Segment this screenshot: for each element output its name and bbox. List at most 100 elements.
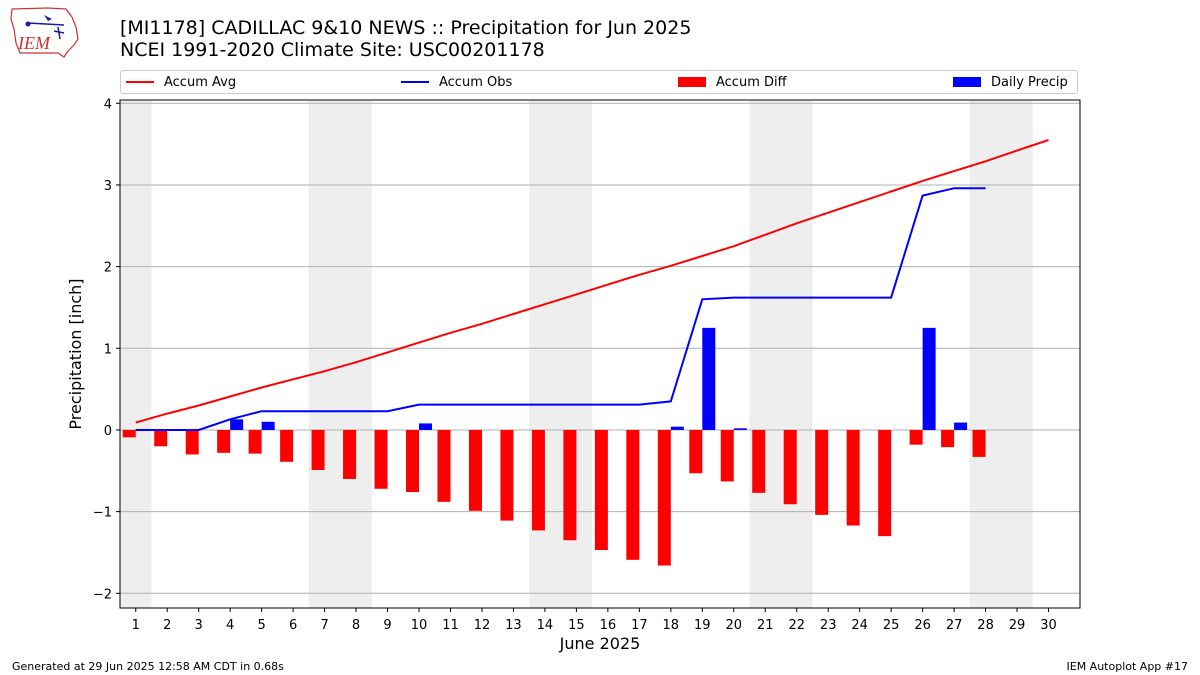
daily-bar-27 (954, 422, 968, 430)
diff-bar-11 (437, 429, 451, 502)
legend-swatch-daily-precip (953, 77, 981, 87)
legend-label-accum-avg: Accum Avg (164, 74, 237, 90)
series-line-accum-avg (135, 139, 1049, 424)
diff-bar-8 (343, 429, 357, 479)
legend-item-daily-precip: Daily Precip (953, 71, 1068, 93)
daily-bar-26 (922, 327, 936, 430)
diff-bar-14 (531, 429, 545, 531)
legend-item-accum-avg: Accum Avg (126, 71, 236, 93)
diff-bar-21 (752, 429, 766, 493)
diff-bar-18 (657, 429, 671, 566)
xtick-label-18: 18 (663, 618, 680, 633)
diff-bar-6 (280, 429, 294, 462)
diff-bar-7 (311, 429, 325, 470)
weekend-band-4 (969, 100, 1033, 608)
daily-bar-18 (670, 426, 684, 430)
legend: Accum Avg Accum Obs Accum Diff Daily Pre… (120, 70, 1078, 94)
xtick-label-22: 22 (788, 618, 805, 633)
weekend-band-2 (529, 100, 593, 608)
diff-bar-1 (122, 429, 136, 438)
weekend-band-0 (120, 100, 152, 608)
xtick-label-4: 4 (226, 618, 234, 633)
y-axis-label: Precipitation [inch] (66, 278, 85, 429)
legend-swatch-accum-avg (126, 81, 154, 83)
title-line-2: NCEI 1991-2020 Climate Site: USC00201178 (120, 39, 545, 61)
xtick-label-7: 7 (320, 618, 328, 633)
ytick-label-5: 3 (104, 179, 112, 194)
xtick-label-16: 16 (600, 618, 617, 633)
xtick-label-20: 20 (725, 618, 742, 633)
iem-logo: IEM (10, 7, 79, 58)
xtick-label-9: 9 (383, 618, 391, 633)
xtick-label-5: 5 (257, 618, 265, 633)
diff-bar-12 (468, 429, 482, 511)
xtick-label-1: 1 (132, 618, 140, 633)
diff-bar-5 (248, 429, 262, 454)
diff-bar-28 (972, 429, 986, 457)
xtick-label-17: 17 (631, 618, 648, 633)
diff-bar-26 (909, 429, 923, 445)
title-line-1: [MI1178] CADILLAC 9&10 NEWS :: Precipita… (120, 17, 692, 39)
chart-title: [MI1178] CADILLAC 9&10 NEWS :: Precipita… (120, 17, 691, 61)
xtick-label-28: 28 (977, 618, 994, 633)
diff-bar-22 (783, 429, 797, 505)
diff-bar-20 (720, 429, 734, 482)
ytick-label-6: 4 (104, 97, 112, 112)
legend-label-accum-obs: Accum Obs (439, 74, 513, 90)
daily-bar-19 (702, 327, 716, 430)
legend-label-accum-diff: Accum Diff (716, 74, 787, 90)
diff-bar-13 (500, 429, 514, 521)
diff-bar-27 (941, 429, 955, 448)
xtick-label-12: 12 (474, 618, 491, 633)
legend-item-accum-diff: Accum Diff (678, 71, 787, 93)
diff-bar-15 (563, 429, 577, 541)
xtick-label-10: 10 (411, 618, 428, 633)
plot-frame (119, 99, 1081, 609)
legend-label-daily-precip: Daily Precip (991, 74, 1068, 90)
xtick-label-27: 27 (946, 618, 963, 633)
diff-bar-10 (406, 429, 420, 493)
diff-bar-19 (689, 429, 703, 474)
diff-bar-2 (154, 429, 168, 447)
weekend-band-3 (749, 100, 813, 608)
ytick-label-2: 0 (104, 424, 112, 439)
daily-bar-20 (733, 428, 747, 430)
diff-bar-3 (185, 429, 199, 455)
xtick-label-21: 21 (757, 618, 774, 633)
ytick-label-3: 1 (104, 342, 112, 357)
xtick-label-8: 8 (352, 618, 360, 633)
footer-generated: Generated at 29 Jun 2025 12:58 AM CDT in… (12, 660, 284, 673)
xtick-label-25: 25 (883, 618, 900, 633)
weekend-band-1 (308, 100, 372, 608)
legend-swatch-accum-diff (678, 77, 706, 87)
xtick-label-15: 15 (568, 618, 585, 633)
xtick-label-29: 29 (1009, 618, 1026, 633)
ytick-label-4: 2 (104, 261, 112, 276)
xtick-label-24: 24 (851, 618, 868, 633)
diff-bar-23 (815, 429, 829, 515)
legend-swatch-accum-obs (401, 81, 429, 83)
xtick-label-2: 2 (163, 618, 171, 633)
ytick-label-0: −2 (93, 587, 112, 602)
xtick-label-11: 11 (442, 618, 459, 633)
xtick-label-26: 26 (914, 618, 931, 633)
daily-bar-10 (419, 423, 433, 430)
diff-bar-24 (846, 429, 860, 526)
xtick-label-19: 19 (694, 618, 711, 633)
xtick-label-23: 23 (820, 618, 837, 633)
logo-text: IEM (17, 33, 51, 53)
xtick-label-6: 6 (289, 618, 297, 633)
series-line-accum-obs (135, 187, 986, 431)
diff-bar-4 (217, 429, 231, 453)
daily-bar-4 (230, 419, 244, 430)
xtick-label-14: 14 (537, 618, 554, 633)
xtick-label-13: 13 (505, 618, 522, 633)
daily-bar-5 (261, 421, 275, 430)
diff-bar-25 (878, 429, 892, 537)
x-axis-label: June 2025 (559, 634, 641, 653)
xtick-label-30: 30 (1040, 618, 1057, 633)
xtick-label-3: 3 (195, 618, 203, 633)
legend-item-accum-obs: Accum Obs (401, 71, 512, 93)
diff-bar-16 (594, 429, 608, 551)
